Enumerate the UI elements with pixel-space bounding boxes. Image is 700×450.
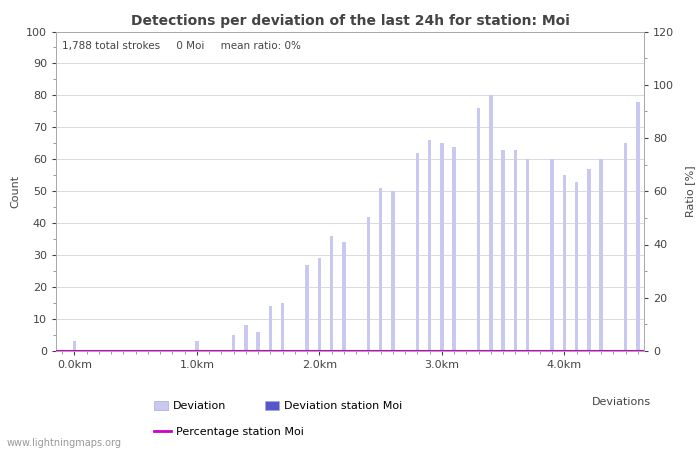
Bar: [550, 159, 554, 351]
Bar: [305, 265, 309, 351]
Bar: [624, 143, 627, 351]
Bar: [367, 217, 370, 351]
Bar: [342, 243, 346, 351]
Bar: [416, 153, 419, 351]
Bar: [269, 306, 272, 351]
Bar: [489, 95, 493, 351]
Bar: [587, 169, 591, 351]
Bar: [318, 258, 321, 351]
Text: www.lightningmaps.org: www.lightningmaps.org: [7, 438, 122, 448]
Bar: [477, 108, 480, 351]
Bar: [526, 159, 529, 351]
Bar: [391, 191, 395, 351]
Bar: [648, 95, 652, 351]
Bar: [636, 102, 640, 351]
Bar: [563, 175, 566, 351]
Bar: [428, 140, 431, 351]
Bar: [599, 159, 603, 351]
Y-axis label: Ratio [%]: Ratio [%]: [685, 166, 695, 217]
Bar: [330, 236, 333, 351]
Bar: [281, 303, 284, 351]
Text: 1,788 total strokes     0 Moi     mean ratio: 0%: 1,788 total strokes 0 Moi mean ratio: 0%: [62, 41, 301, 51]
Bar: [244, 325, 248, 351]
Bar: [195, 342, 199, 351]
Bar: [575, 182, 578, 351]
Bar: [697, 57, 700, 351]
Bar: [673, 79, 676, 351]
Bar: [440, 143, 444, 351]
Bar: [452, 147, 456, 351]
Y-axis label: Count: Count: [10, 175, 20, 208]
Bar: [379, 188, 382, 351]
Text: Deviations: Deviations: [592, 397, 651, 407]
Bar: [256, 332, 260, 351]
Legend: Percentage station Moi: Percentage station Moi: [150, 422, 309, 441]
Bar: [514, 150, 517, 351]
Bar: [73, 342, 76, 351]
Bar: [501, 150, 505, 351]
Bar: [232, 335, 235, 351]
Title: Detections per deviation of the last 24h for station: Moi: Detections per deviation of the last 24h…: [131, 14, 569, 27]
